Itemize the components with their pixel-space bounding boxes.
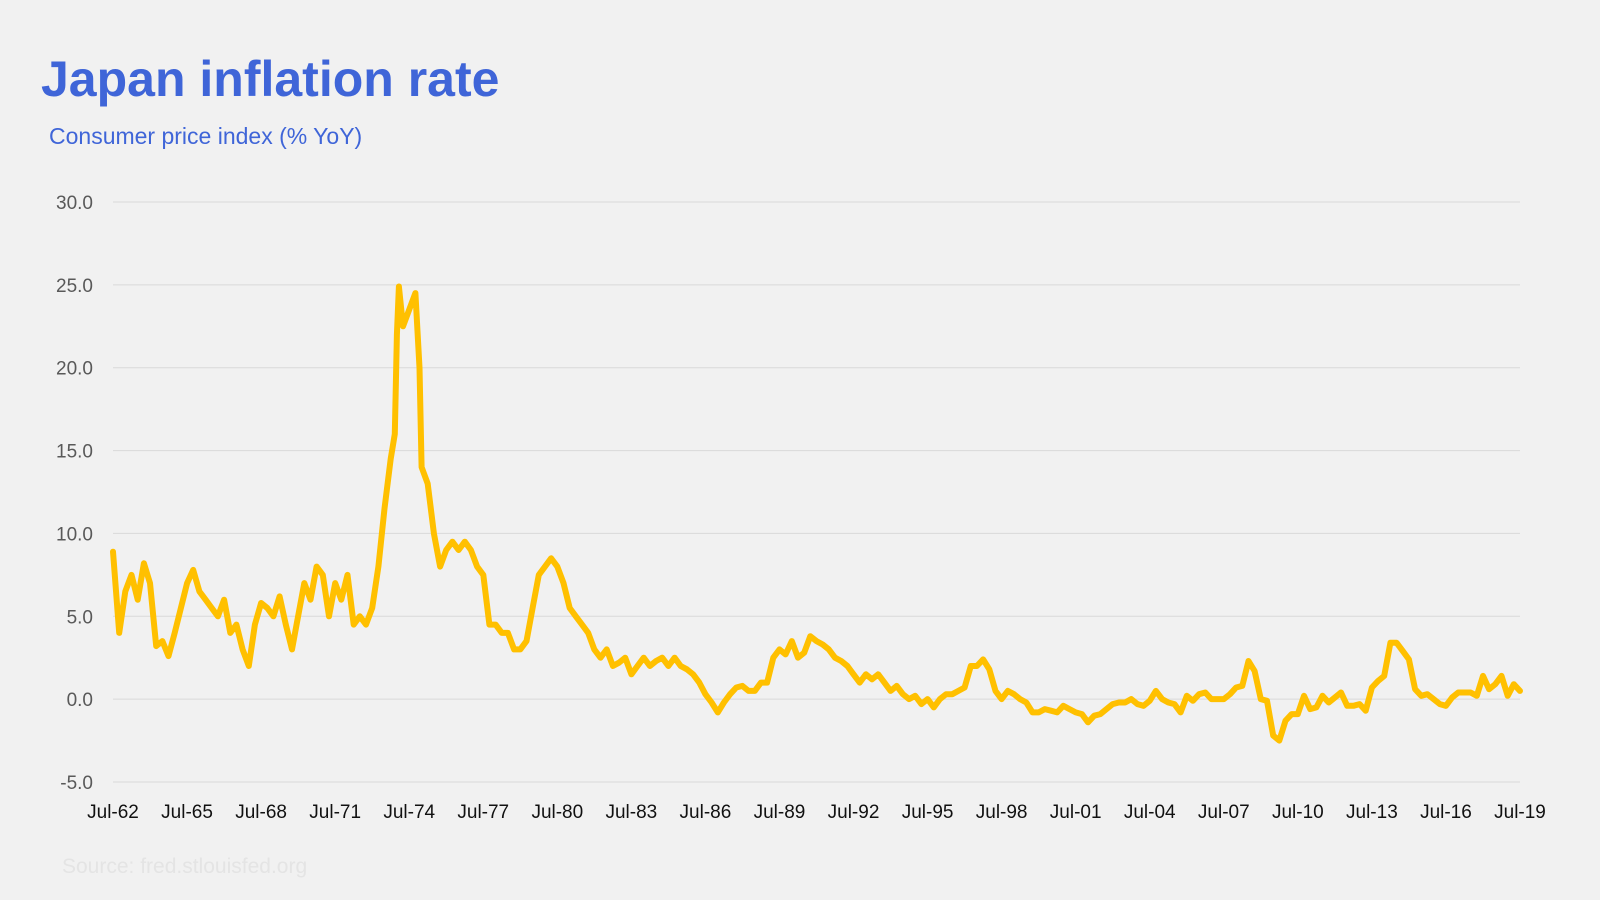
x-tick-label: Jul-16	[1420, 802, 1472, 823]
y-tick-label: 25.0	[56, 276, 93, 297]
x-tick-label: Jul-68	[235, 802, 287, 823]
chart-title: Japan inflation rate	[41, 51, 500, 107]
x-tick-label: Jul-83	[605, 802, 657, 823]
x-tick-label: Jul-71	[309, 802, 361, 823]
x-tick-label: Jul-01	[1050, 802, 1102, 823]
x-tick-label: Jul-92	[828, 802, 880, 823]
y-tick-label: -5.0	[60, 773, 93, 794]
gridlines	[113, 201, 1520, 783]
x-tick-label: Jul-65	[161, 802, 213, 823]
y-tick-label: 0.0	[67, 690, 93, 711]
y-tick-label: 20.0	[56, 359, 93, 380]
x-tick-label: Jul-10	[1272, 802, 1324, 823]
x-axis-ticks: Jul-62 Jul-65 Jul-68 Jul-71 Jul-74 Jul-77 Jul-…	[87, 802, 1546, 823]
x-tick-label: Jul-19	[1494, 802, 1546, 823]
y-tick-label: 15.0	[56, 442, 93, 463]
series-layer	[110, 283, 1523, 744]
chart-subtitle: Consumer price index (% YoY)	[49, 123, 363, 149]
x-tick-label: Jul-89	[754, 802, 806, 823]
x-tick-label: Jul-04	[1124, 802, 1176, 823]
source-note: Source: fred.stlouisfed.org	[62, 855, 308, 878]
x-tick-label: Jul-62	[87, 802, 139, 823]
x-tick-label: Jul-98	[976, 802, 1028, 823]
x-tick-label: Jul-74	[383, 802, 435, 823]
x-tick-label: Jul-77	[457, 802, 509, 823]
y-axis-ticks: -5.0 0.0 5.0 10.0 15.0 20.0 25.0 30.0	[56, 193, 93, 794]
x-tick-label: Jul-07	[1198, 802, 1250, 823]
x-tick-label: Jul-13	[1346, 802, 1398, 823]
x-tick-label: Jul-95	[902, 802, 954, 823]
x-tick-label: Jul-80	[531, 802, 583, 823]
x-tick-label: Jul-86	[680, 802, 732, 823]
y-tick-label: 30.0	[56, 193, 93, 214]
series-line	[110, 283, 1523, 744]
y-tick-label: 10.0	[56, 524, 93, 545]
y-tick-label: 5.0	[67, 607, 93, 628]
